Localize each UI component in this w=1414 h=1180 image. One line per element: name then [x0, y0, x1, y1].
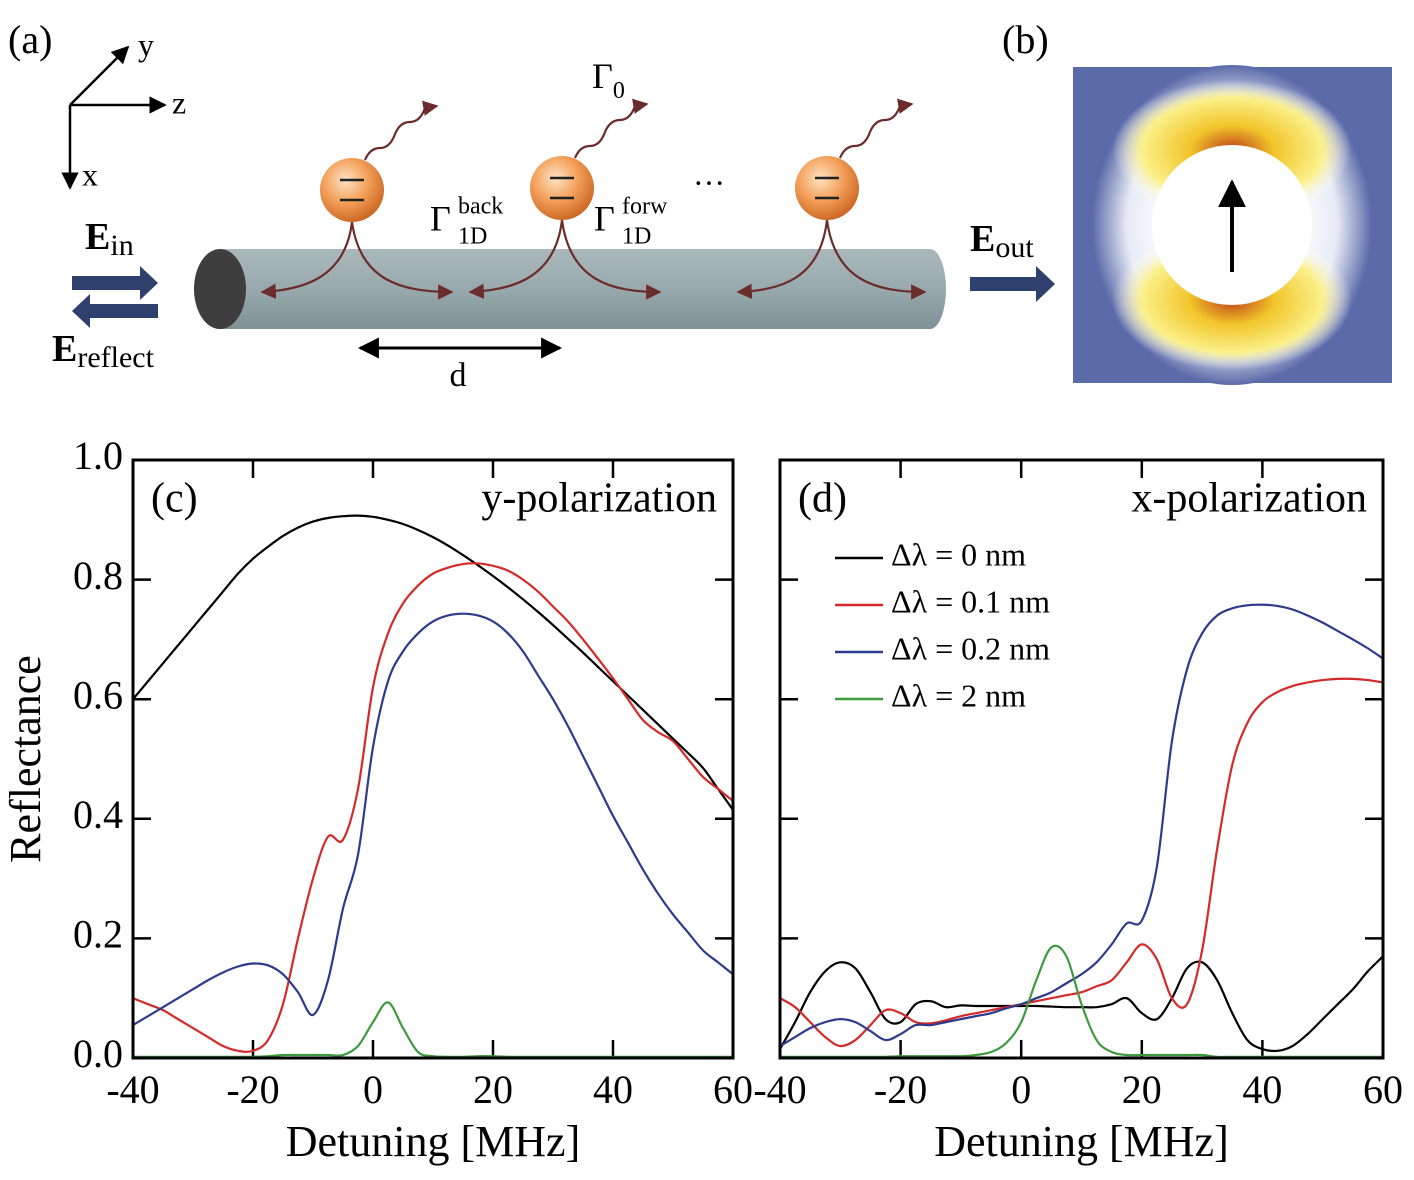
e-main: E [52, 328, 77, 370]
x-tick-label: 40 [1242, 1067, 1282, 1112]
annotation: y-polarization [481, 476, 717, 522]
x-tick-label: -20 [226, 1067, 279, 1112]
e-reflect: Ereflect [52, 328, 155, 374]
gamma-forw-sub: 1D [622, 224, 651, 250]
legend-label: Δλ = 0.2 nm [891, 630, 1050, 666]
gamma-back: Γ [430, 198, 451, 238]
x-tick-label: 40 [593, 1067, 633, 1112]
series-line [779, 677, 1384, 1048]
x-tick-label: 0 [363, 1067, 383, 1112]
y-tick-label: 0.8 [73, 553, 123, 598]
gamma-sub: 0 [613, 78, 625, 104]
e-main: E [970, 218, 995, 260]
emission [260, 98, 927, 300]
axis-label: z [172, 84, 186, 120]
spacing-label: d [450, 357, 467, 394]
annotation: x-polarization [1131, 476, 1367, 522]
arrow-out [970, 266, 1055, 302]
x-axis-label: Detuning [MHz] [934, 1117, 1229, 1166]
legend-label: Δλ = 2 nm [891, 677, 1026, 713]
y-tick-label: 1.0 [73, 433, 123, 478]
series-line [132, 562, 734, 1053]
series-line [779, 603, 1384, 1047]
axis-arrow [69, 45, 130, 106]
x-tick-label: 20 [1122, 1067, 1162, 1112]
y-tick-label: 0.6 [73, 672, 123, 717]
x-axis-label: Detuning [MHz] [286, 1117, 581, 1166]
series-line [780, 944, 1383, 1059]
x-tick-label: -40 [106, 1067, 159, 1112]
fiber-end [194, 249, 246, 329]
x-tick-label: -40 [753, 1067, 806, 1112]
panel-label: (d) [798, 476, 847, 522]
legend-label: Δλ = 0.1 nm [891, 583, 1050, 619]
y-tick-label: 0.4 [73, 792, 123, 837]
fiber [220, 249, 946, 329]
x-tick-label: 0 [1011, 1067, 1031, 1112]
e-in: Ein [85, 216, 134, 262]
panel-b: (b) [1002, 17, 1392, 385]
panel-label: (c) [151, 476, 198, 522]
e-sub: out [995, 231, 1034, 264]
arrow-in [72, 266, 158, 300]
gamma-back-sub: 1D [458, 224, 487, 250]
series-line [132, 514, 734, 811]
panel-a: (a) y z x Γ0 Γ back 1D Γ forw 1D ··· d E [8, 17, 1055, 394]
gamma-back-sup: back [458, 194, 503, 220]
e-out: Eout [970, 218, 1034, 264]
e-sub: in [110, 229, 133, 262]
x-tick-label: 60 [1363, 1067, 1403, 1112]
plot-frame [131, 458, 735, 1060]
e-sub: reflect [77, 341, 154, 374]
gamma-forw: Γ [594, 198, 615, 238]
axis-label: x [82, 156, 98, 192]
plot: 0.0 0.2 0.4 0.6 0.8 1.0 -40 -20 0 20 40 60 (c) y-pola… [1, 433, 753, 1166]
plot-frame [778, 458, 1385, 1060]
arrow-reflect [72, 294, 158, 328]
axis-label: y [138, 26, 154, 62]
y-tick-label: 0.0 [73, 1031, 123, 1076]
y-axis-label: Reflectance [1, 655, 50, 863]
x-tick-label: -20 [874, 1067, 927, 1112]
plot: -40 -20 0 20 40 60 (d) x-polarization Detuning [… [753, 458, 1403, 1166]
x-tick-label: 60 [713, 1067, 753, 1112]
series-line [133, 1001, 733, 1058]
panel-label: (b) [1002, 17, 1049, 62]
ellipsis: ··· [693, 164, 725, 200]
e-main: E [85, 216, 110, 258]
series-line [132, 612, 734, 1027]
charts: 0.0 0.2 0.4 0.6 0.8 1.0 -40 -20 0 20 40 60 (c) y-pola… [1, 433, 1403, 1166]
x-tick-label: 20 [473, 1067, 513, 1112]
y-tick-label: 0.2 [73, 912, 123, 957]
gamma0: Γ0 [592, 56, 625, 103]
panel-label: (a) [8, 17, 52, 62]
legend-label: Δλ = 0 nm [891, 536, 1026, 572]
gamma-forw-sup: forw [622, 194, 668, 220]
atoms [320, 156, 859, 222]
gamma-main: Γ [592, 56, 613, 96]
